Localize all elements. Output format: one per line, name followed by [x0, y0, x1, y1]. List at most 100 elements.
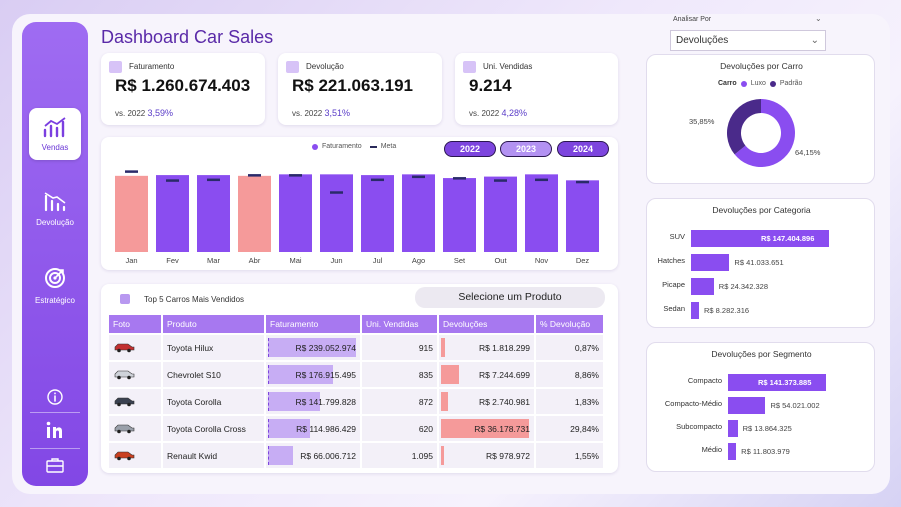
- year-button-2022[interactable]: 2022: [444, 141, 496, 157]
- chart-legend: Faturamento Meta: [312, 143, 396, 150]
- monthly-bar-chart: Jan Fev Mar Abr Mai Jun Jul Ago Set Out Nov Dez: [115, 170, 599, 265]
- produto-cell: Toyota Corolla: [163, 389, 264, 414]
- hbar[interactable]: [691, 302, 699, 319]
- unidades-cell: 620: [362, 416, 437, 441]
- tick-label: Nov: [535, 256, 549, 265]
- table-row[interactable]: Toyota Corolla R$ 141.799.828 872 R$ 2.740.…: [109, 389, 603, 414]
- produto-cell: Chevrolet S10: [163, 362, 264, 387]
- top5-table: Foto Produto Faturamento Uni. Vendidas D…: [107, 313, 605, 470]
- unidades-cell: 872: [362, 389, 437, 414]
- kpi-value: R$ 221.063.191: [292, 76, 413, 95]
- pct-devolucao-cell: 8,86%: [536, 362, 603, 387]
- bar-label: Picape: [662, 280, 685, 289]
- bar-jun[interactable]: [320, 174, 353, 252]
- bar-value: R$ 13.864.325: [742, 424, 792, 433]
- hbar[interactable]: [728, 397, 766, 414]
- info-icon[interactable]: [22, 388, 88, 406]
- faturamento-cell: R$ 66.006.712: [266, 443, 360, 468]
- meta-marker-mar: [207, 178, 220, 182]
- divider: [30, 448, 80, 449]
- table-row[interactable]: Toyota Corolla Cross R$ 114.986.429 620 R$ …: [109, 416, 603, 441]
- table-row[interactable]: Renault Kwid R$ 66.006.712 1.095 R$ 978.972…: [109, 443, 603, 468]
- bar-out[interactable]: [484, 176, 517, 252]
- chevron-down-icon[interactable]: ⌄: [815, 14, 822, 23]
- bar-set[interactable]: [443, 178, 476, 252]
- bar-jan[interactable]: [115, 175, 148, 252]
- unidades-cell: 915: [362, 335, 437, 360]
- cart-icon: [463, 61, 476, 73]
- bar-value: R$ 24.342.328: [718, 282, 768, 291]
- col-devolucoes[interactable]: Devoluções: [439, 315, 534, 333]
- bar-mar[interactable]: [197, 175, 230, 252]
- bar-mai[interactable]: [279, 174, 312, 252]
- produto-cell: Renault Kwid: [163, 443, 264, 468]
- meta-marker-set: [453, 177, 466, 180]
- hbar[interactable]: [728, 420, 738, 437]
- bar-dez[interactable]: [566, 180, 599, 252]
- bar-value: R$ 54.021.002: [770, 401, 820, 410]
- table-icon: [120, 294, 130, 304]
- col-foto[interactable]: Foto: [109, 315, 161, 333]
- bar-nov[interactable]: [525, 174, 558, 252]
- year-button-2023[interactable]: 2023: [500, 141, 552, 157]
- meta-marker-dez: [576, 180, 589, 184]
- analisar-dropdown[interactable]: Devoluções ⌄: [670, 30, 826, 51]
- briefcase-icon[interactable]: [22, 456, 88, 474]
- hbar[interactable]: [691, 230, 829, 247]
- bar-fev[interactable]: [156, 175, 189, 252]
- kpi-compare: vs. 2022 4,28%: [469, 108, 528, 118]
- devolucoes-cell: R$ 1.818.299: [439, 335, 534, 360]
- tick-label: Set: [454, 256, 466, 265]
- meta-marker-out: [494, 179, 507, 182]
- hbar[interactable]: [728, 443, 737, 460]
- pct-devolucao-cell: 0,87%: [536, 335, 603, 360]
- product-selector[interactable]: Selecione um Produto: [415, 287, 605, 308]
- sidebar-item-label: Vendas: [41, 143, 69, 152]
- devolucoes-cell: R$ 7.244.699: [439, 362, 534, 387]
- table-row[interactable]: Toyota Hilux R$ 239.052.974 915 R$ 1.818.29…: [109, 335, 603, 360]
- hbar[interactable]: [691, 278, 714, 295]
- sidebar-item-vendas[interactable]: Vendas: [22, 108, 88, 160]
- meta-marker-nov: [535, 178, 548, 182]
- bar-label: Subcompacto: [676, 422, 722, 431]
- tick-label: Dez: [576, 256, 590, 265]
- bar-abr[interactable]: [238, 175, 271, 252]
- pct-devolucao-cell: 1,83%: [536, 389, 603, 414]
- bar-value: R$ 8.282.316: [704, 306, 750, 315]
- sidebar: Vendas Devolução Estratégico: [22, 22, 88, 486]
- unidades-cell: 835: [362, 362, 437, 387]
- kpi-compare: vs. 2022 3,51%: [292, 108, 351, 118]
- divider: [30, 412, 80, 413]
- devolucoes-cell: R$ 978.972: [439, 443, 534, 468]
- categoria-card: Devoluções por Categoria SUV R$ 147.404.8…: [646, 198, 875, 328]
- tick-label: Jun: [330, 256, 342, 265]
- bar-jul[interactable]: [361, 175, 394, 252]
- hbar[interactable]: [691, 254, 730, 271]
- meta-marker-jul: [371, 178, 384, 182]
- donut-slice-luxo[interactable]: [734, 99, 795, 167]
- faturamento-cell: R$ 239.052.974: [266, 335, 360, 360]
- produto-cell: Toyota Corolla Cross: [163, 416, 264, 441]
- table-title: Top 5 Carros Mais Vendidos: [144, 295, 245, 304]
- table-row[interactable]: Chevrolet S10 R$ 176.915.495 835 R$ 7.244.6…: [109, 362, 603, 387]
- year-button-2024[interactable]: 2024: [557, 141, 609, 157]
- col-faturamento[interactable]: Faturamento: [266, 315, 360, 333]
- kpi-compare: vs. 2022 3,59%: [115, 108, 174, 118]
- donut-slice-padrão[interactable]: [727, 99, 761, 155]
- col-unidades[interactable]: Uni. Vendidas: [362, 315, 437, 333]
- bar-ago[interactable]: [402, 174, 435, 252]
- sidebar-item-estrategico[interactable]: Estratégico: [22, 266, 88, 305]
- linkedin-icon[interactable]: [22, 420, 88, 440]
- col-pct-devolucao[interactable]: % Devolução: [536, 315, 603, 333]
- kpi-label: Faturamento: [129, 62, 175, 71]
- car-photo: [109, 416, 161, 441]
- col-produto[interactable]: Produto: [163, 315, 264, 333]
- tick-label: Abr: [249, 256, 261, 265]
- hbar[interactable]: [728, 374, 826, 391]
- sidebar-item-devolucao[interactable]: Devolução: [22, 190, 88, 227]
- pct-devolucao-cell: 29,84%: [536, 416, 603, 441]
- car-photo: [109, 389, 161, 414]
- bar-label: Compacto: [687, 376, 722, 385]
- kpi-card-devolucao: Devolução R$ 221.063.191 vs. 2022 3,51%: [278, 53, 442, 125]
- faturamento-cell: R$ 176.915.495: [266, 362, 360, 387]
